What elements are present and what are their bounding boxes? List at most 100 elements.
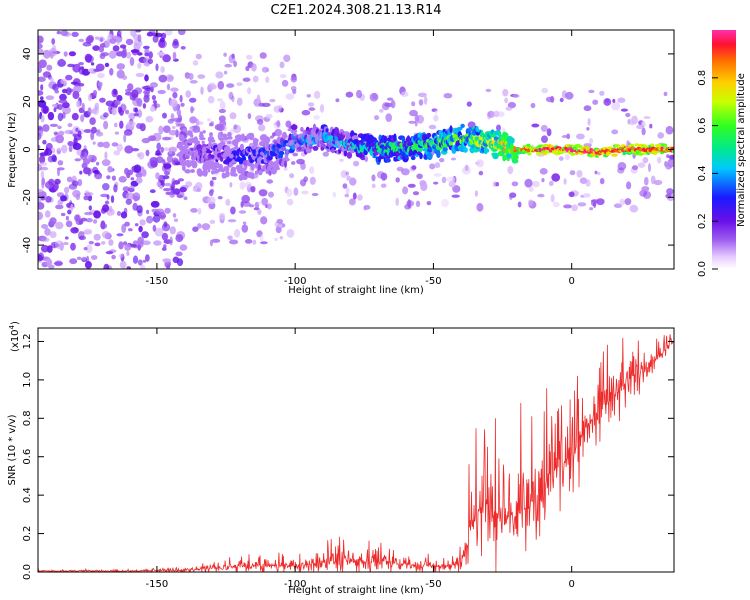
spectrogram-noise-blob bbox=[88, 94, 92, 102]
spectrogram-noise-blob bbox=[49, 231, 57, 239]
spectrogram-noise-blob bbox=[130, 177, 135, 181]
spectrogram-noise-blob bbox=[51, 38, 56, 45]
snr-y-ticks: 0.0 0.2 0.4 0.6 0.8 1.0 1.2 bbox=[22, 333, 674, 580]
spectrogram-ridge-blob bbox=[219, 137, 225, 141]
spectrogram-noise-blob bbox=[119, 120, 124, 129]
spectrogram-ridge-blob bbox=[383, 136, 387, 144]
spectrogram-noise-blob bbox=[276, 218, 284, 224]
spectrogram-noise-blob bbox=[114, 131, 119, 135]
spectrogram-noise-blob bbox=[45, 142, 53, 151]
spectrogram-noise-blob bbox=[241, 194, 250, 204]
spectrogram-noise-blob bbox=[120, 50, 127, 59]
spectrogram-noise-blob bbox=[39, 161, 48, 166]
spectrogram-noise-blob bbox=[60, 212, 66, 217]
spectrogram-noise-blob bbox=[164, 207, 171, 214]
spectrogram-noise-blob bbox=[141, 169, 147, 177]
spectrogram-noise-blob bbox=[91, 108, 98, 114]
spectrogram-noise-blob bbox=[133, 113, 139, 117]
spectrogram-noise-blob bbox=[175, 251, 183, 257]
spectrogram-noise-blob bbox=[642, 156, 649, 164]
spectrogram-noise-blob bbox=[94, 102, 99, 111]
spectrogram-noise-blob bbox=[136, 152, 142, 158]
spectrogram-noise-blob bbox=[59, 58, 64, 64]
spectrogram-noise-blob bbox=[135, 72, 145, 78]
spectrogram-noise-blob bbox=[41, 224, 49, 229]
spectrogram-noise-blob bbox=[67, 63, 75, 68]
spectrogram-noise-blob bbox=[233, 124, 238, 130]
spectrogram-noise-blob bbox=[137, 62, 142, 69]
spectrogram-noise-blob bbox=[178, 30, 186, 36]
spectrogram-noise-blob bbox=[67, 123, 73, 128]
spectrogram-noise-blob bbox=[93, 169, 100, 174]
spectrogram-ridge-blob bbox=[210, 139, 216, 143]
spectrogram-noise-blob bbox=[407, 183, 416, 188]
spectrogram-noise-blob bbox=[108, 239, 114, 246]
spectrogram-noise-blob bbox=[418, 92, 427, 98]
spectrogram-noise-blob bbox=[151, 95, 156, 101]
spectrogram-noise-blob bbox=[62, 102, 70, 109]
spectrogram-noise-blob bbox=[145, 149, 150, 157]
spectrogram-noise-blob bbox=[217, 80, 225, 90]
spectrogram-ridge-blob bbox=[410, 155, 416, 161]
spectrogram-noise-blob bbox=[119, 260, 127, 269]
spectrogram-noise-blob bbox=[210, 188, 215, 193]
spectrogram-ridge-blob bbox=[235, 134, 243, 142]
spectrogram-noise-blob bbox=[141, 137, 151, 144]
spectrogram-noise-blob bbox=[104, 39, 110, 48]
spectrogram-noise-blob bbox=[260, 216, 268, 225]
spectrogram-noise-blob bbox=[390, 100, 396, 109]
spectrogram-noise-blob bbox=[150, 86, 154, 93]
spectrogram-noise-blob bbox=[158, 74, 168, 83]
spectrogram-noise-blob bbox=[42, 105, 49, 114]
spectrogram-noise-blob bbox=[172, 157, 179, 164]
spectrogram-noise-blob bbox=[551, 173, 561, 182]
spectrogram-ridge-blob bbox=[506, 153, 512, 159]
spectrogram-noise-blob bbox=[571, 204, 578, 212]
spectrogram-ridge-blob bbox=[513, 159, 519, 164]
spectrogram-noise-blob bbox=[163, 163, 172, 170]
spectrogram-ridge-blob bbox=[463, 147, 468, 153]
spectrogram-noise-blob bbox=[613, 203, 623, 208]
spectrogram-ridge-blob bbox=[270, 135, 274, 139]
spectrogram-noise-blob bbox=[244, 239, 253, 244]
spectrogram-noise-blob bbox=[155, 156, 164, 164]
spectrogram-noise-blob bbox=[177, 178, 184, 182]
spectrogram-ridge-blob bbox=[436, 150, 441, 159]
spectrogram-noise-blob bbox=[192, 60, 199, 66]
spectrogram-noise-blob bbox=[144, 47, 150, 55]
spectrogram-noise-blob bbox=[568, 191, 575, 198]
spectrogram-noise-blob bbox=[76, 256, 82, 260]
spectrogram-noise-blob bbox=[71, 31, 79, 37]
spectrogram-noise-blob bbox=[420, 182, 428, 191]
spectrogram-noise-blob bbox=[395, 197, 400, 206]
spectrogram-noise-blob bbox=[308, 107, 316, 111]
spectrogram-noise-blob bbox=[439, 157, 445, 163]
spectrogram-noise-blob bbox=[84, 211, 93, 216]
spectrogram-noise-blob bbox=[125, 192, 135, 201]
spectrogram-noise-blob bbox=[290, 76, 298, 83]
spectrogram-noise-blob bbox=[550, 95, 555, 103]
x-tick-label: -50 bbox=[425, 276, 441, 287]
spectrogram-noise-blob bbox=[114, 100, 121, 106]
spectrogram-noise-blob bbox=[54, 178, 61, 185]
spectrogram-noise-blob bbox=[79, 109, 86, 113]
spectrogram-noise-blob bbox=[296, 158, 305, 165]
spectrogram-noise-blob bbox=[39, 166, 49, 171]
spectrogram-noise-blob bbox=[136, 177, 143, 184]
spectrogram-y-ticks: -40 -20 0 20 40 bbox=[22, 48, 674, 253]
spectrogram-noise-blob bbox=[636, 124, 645, 130]
colorbar-tick-label: 0.0 bbox=[697, 261, 708, 277]
spectrogram-noise-blob bbox=[69, 258, 78, 265]
spectrogram-noise-blob bbox=[131, 148, 140, 152]
spectrogram-noise-blob bbox=[624, 198, 632, 206]
spectrogram-noise-blob bbox=[101, 231, 111, 239]
spectrogram-noise-blob bbox=[123, 129, 133, 136]
colorbar-tick-label: 0.6 bbox=[697, 118, 708, 134]
spectrogram-noise-blob bbox=[128, 228, 133, 232]
spectrogram-noise-blob bbox=[313, 90, 321, 99]
spectrogram-noise-blob bbox=[293, 187, 299, 196]
spectrogram-noise-blob bbox=[207, 196, 216, 205]
spectrogram-noise-blob bbox=[45, 258, 53, 267]
spectrogram-ridge-blob bbox=[320, 143, 326, 148]
spectrogram-ridge-blob bbox=[312, 145, 319, 151]
